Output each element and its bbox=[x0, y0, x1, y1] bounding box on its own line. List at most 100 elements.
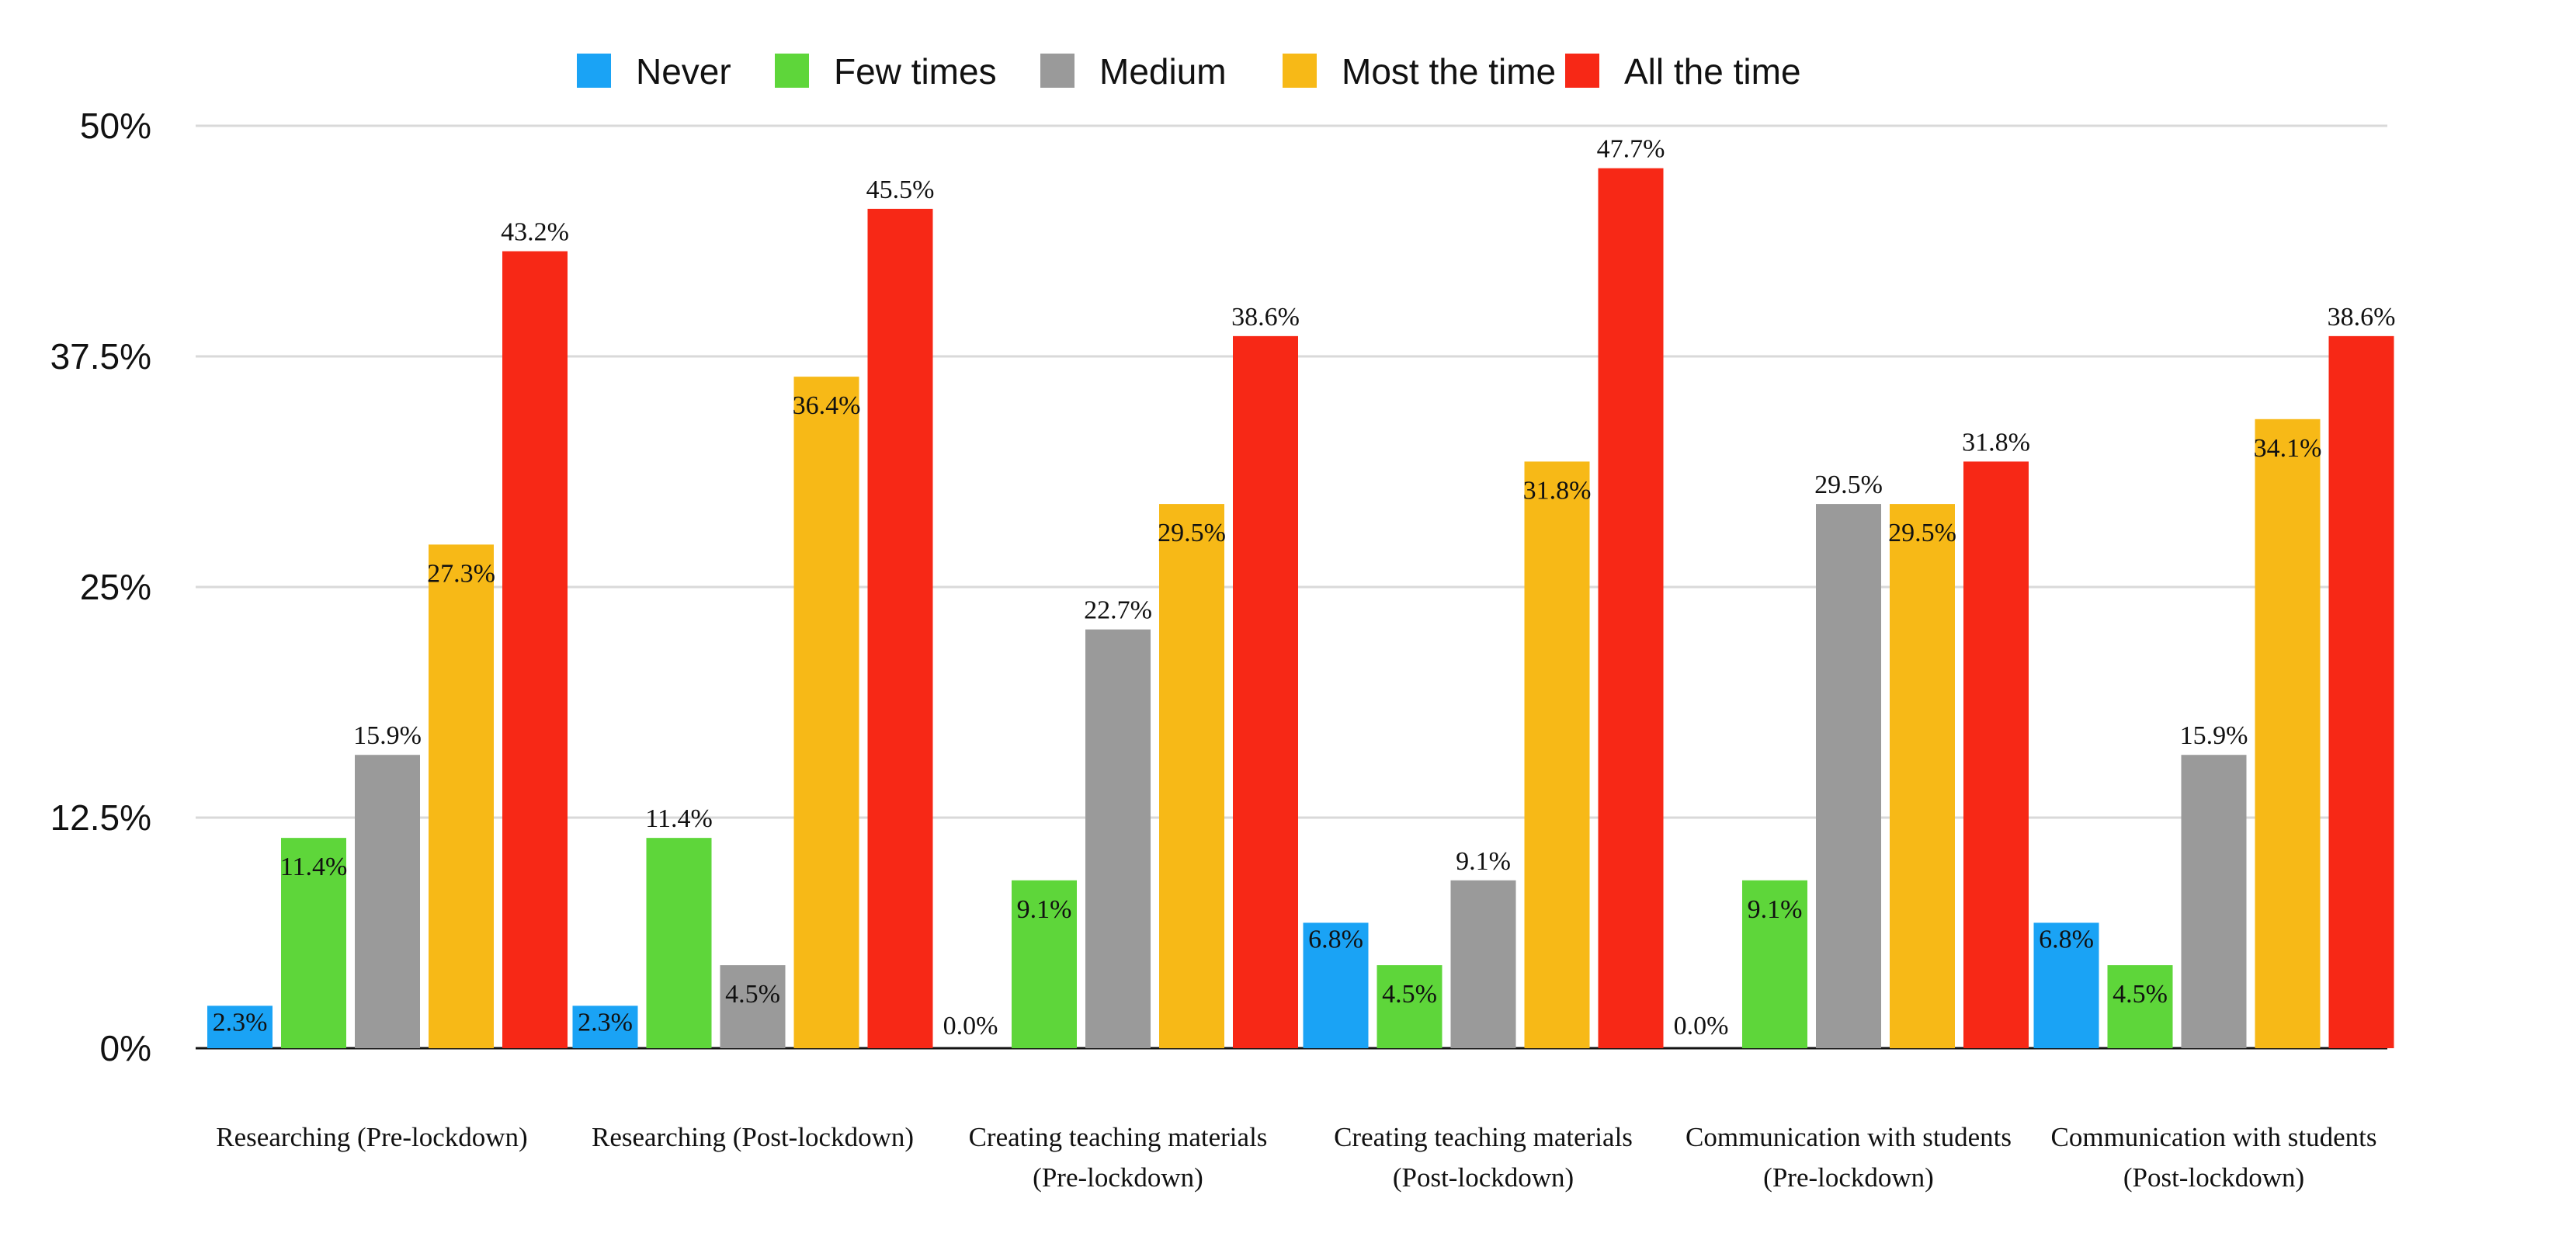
data-label-medium: 15.9% bbox=[2180, 721, 2248, 750]
data-label-all-the-time: 38.6% bbox=[1231, 303, 1300, 332]
bar-most-the-time bbox=[1890, 504, 1955, 1048]
y-tick-label: 25% bbox=[80, 567, 151, 607]
legend-item-most-the-time: Most the time bbox=[1283, 51, 1556, 92]
legend-swatch bbox=[1283, 54, 1317, 88]
data-label-few-times: 11.4% bbox=[645, 804, 713, 833]
x-tick-label: Communication with students (Pre-lockdown… bbox=[1686, 1122, 2012, 1193]
x-tick-label-line: (Pre-lockdown) bbox=[1763, 1162, 1934, 1193]
legend-label: Few times bbox=[834, 51, 997, 92]
y-tick-label: 50% bbox=[80, 106, 151, 146]
bar-never bbox=[1303, 922, 1369, 1048]
data-label-most-the-time: 36.4% bbox=[793, 391, 861, 420]
x-tick-label: Researching (Post-lockdown) bbox=[592, 1122, 914, 1152]
x-tick-label-line: Communication with students bbox=[1686, 1122, 2012, 1152]
y-axis: 0% 12.5% 25% 37.5% 50% bbox=[50, 106, 2387, 1068]
data-label-all-the-time: 45.5% bbox=[866, 175, 935, 204]
bar-most-the-time bbox=[2255, 419, 2321, 1048]
x-tick-label: Researching (Pre-lockdown) bbox=[216, 1122, 527, 1152]
bar-few-times bbox=[646, 838, 712, 1048]
data-label-never: 0.0% bbox=[1674, 1012, 1729, 1040]
data-labels: 2.3% 11.4% 15.9% 27.3% 43.2% 2.3% 11.4% 4.5% 36.… bbox=[213, 135, 2396, 1040]
bar-medium bbox=[720, 965, 786, 1048]
legend-swatch bbox=[775, 54, 809, 88]
legend-swatch bbox=[1040, 54, 1074, 88]
bar-all-the-time bbox=[1233, 335, 1298, 1048]
data-label-medium: 4.5% bbox=[725, 980, 780, 1009]
legend-label: Never bbox=[636, 51, 731, 92]
bar-never bbox=[2033, 922, 2099, 1048]
bar-all-the-time bbox=[502, 251, 568, 1048]
bar-never bbox=[207, 1006, 273, 1048]
y-tick-label: 37.5% bbox=[50, 336, 151, 377]
data-label-medium: 15.9% bbox=[353, 721, 422, 750]
data-label-most-the-time: 29.5% bbox=[1158, 519, 1226, 547]
legend-swatch bbox=[1565, 54, 1599, 88]
bar-all-the-time bbox=[1963, 461, 2029, 1048]
data-label-all-the-time: 43.2% bbox=[501, 218, 569, 247]
x-tick-label-line: (Pre-lockdown) bbox=[1033, 1162, 1203, 1193]
x-tick-label-line: Researching (Post-lockdown) bbox=[592, 1122, 914, 1152]
data-label-medium: 22.7% bbox=[1084, 596, 1152, 625]
data-label-most-the-time: 29.5% bbox=[1888, 519, 1956, 547]
bar-all-the-time bbox=[1598, 168, 1664, 1049]
data-label-all-the-time: 31.8% bbox=[1962, 428, 2030, 457]
data-label-few-times: 11.4% bbox=[280, 853, 348, 881]
bars bbox=[207, 168, 2394, 1049]
legend-item-all-the-time: All the time bbox=[1565, 51, 1801, 92]
legend-label: Medium bbox=[1099, 51, 1227, 92]
data-label-few-times: 4.5% bbox=[1382, 980, 1437, 1009]
data-label-all-the-time: 38.6% bbox=[2328, 303, 2396, 332]
y-tick-label: 0% bbox=[100, 1028, 151, 1068]
bar-few-times bbox=[281, 838, 346, 1048]
data-label-few-times: 4.5% bbox=[2113, 980, 2168, 1009]
data-label-never: 2.3% bbox=[578, 1008, 633, 1037]
bar-all-the-time bbox=[867, 208, 933, 1048]
bar-few-times bbox=[1012, 880, 1077, 1048]
bar-most-the-time bbox=[793, 377, 859, 1048]
x-tick-label-line: (Post-lockdown) bbox=[1393, 1162, 1574, 1193]
legend-label: All the time bbox=[1624, 51, 1801, 92]
data-label-few-times: 9.1% bbox=[1748, 895, 1803, 924]
bar-never bbox=[572, 1006, 638, 1048]
x-tick-label-line: Creating teaching materials bbox=[969, 1122, 1268, 1152]
legend-item-medium: Medium bbox=[1040, 51, 1227, 92]
data-label-never: 2.3% bbox=[213, 1008, 268, 1037]
y-tick-label: 12.5% bbox=[50, 797, 151, 838]
x-tick-label-line: Communication with students bbox=[2051, 1122, 2377, 1152]
legend-label: Most the time bbox=[1342, 51, 1556, 92]
bar-few-times bbox=[1377, 965, 1442, 1048]
data-label-never: 0.0% bbox=[943, 1012, 998, 1040]
x-axis: Researching (Pre-lockdown) Researching (P… bbox=[216, 1122, 2376, 1193]
data-label-medium: 29.5% bbox=[1814, 471, 1883, 499]
data-label-all-the-time: 47.7% bbox=[1597, 135, 1665, 164]
bar-medium bbox=[1816, 504, 1881, 1048]
data-label-medium: 9.1% bbox=[1456, 847, 1511, 876]
bar-most-the-time bbox=[1159, 504, 1224, 1048]
data-label-few-times: 9.1% bbox=[1017, 895, 1072, 924]
bar-medium bbox=[355, 755, 420, 1048]
bar-few-times bbox=[1742, 880, 1807, 1048]
legend-swatch bbox=[577, 54, 611, 88]
x-tick-label-line: Researching (Pre-lockdown) bbox=[216, 1122, 527, 1152]
bar-most-the-time bbox=[1524, 461, 1590, 1048]
data-label-most-the-time: 34.1% bbox=[2254, 434, 2322, 463]
x-tick-label-line: Creating teaching materials bbox=[1334, 1122, 1633, 1152]
bar-medium bbox=[1450, 880, 1516, 1048]
data-label-never: 6.8% bbox=[1308, 925, 1363, 953]
bar-medium bbox=[2181, 755, 2247, 1048]
data-label-never: 6.8% bbox=[2039, 925, 2094, 953]
legend-item-never: Never bbox=[577, 51, 731, 92]
data-label-most-the-time: 31.8% bbox=[1523, 476, 1592, 505]
legend: Never Few times Medium Most the time All the… bbox=[577, 51, 1801, 92]
x-tick-label-line: (Post-lockdown) bbox=[2123, 1162, 2304, 1193]
x-tick-label: Communication with students (Post-lockdow… bbox=[2051, 1122, 2377, 1193]
bar-medium bbox=[1085, 629, 1151, 1048]
bar-most-the-time bbox=[429, 544, 494, 1048]
data-label-most-the-time: 27.3% bbox=[427, 559, 495, 588]
x-tick-label: Creating teaching materials (Post-lockdow… bbox=[1334, 1122, 1633, 1193]
bar-few-times bbox=[2107, 965, 2173, 1048]
bar-all-the-time bbox=[2328, 335, 2394, 1048]
legend-item-few-times: Few times bbox=[775, 51, 997, 92]
x-tick-label: Creating teaching materials (Pre-lockdown… bbox=[969, 1122, 1268, 1193]
